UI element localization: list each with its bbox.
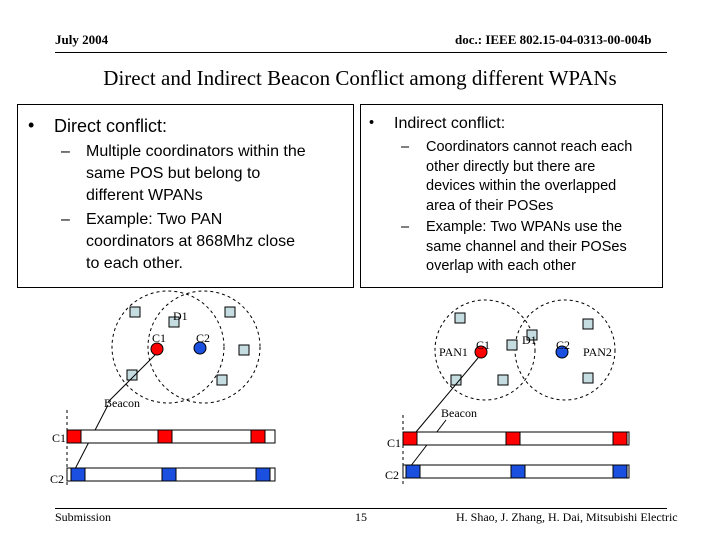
- beacon-pointer: [107, 354, 156, 403]
- indirect-conflict-box: • Indirect conflict: – Coordinators cann…: [360, 104, 663, 288]
- timeline-label-c2: C2: [385, 468, 400, 482]
- text-line: coordinators at 868Mhz close: [86, 233, 295, 250]
- left-item-2-dash: –: [61, 211, 70, 228]
- beacon-slot-c1: [157, 429, 173, 444]
- beacon-slot-c1: [66, 429, 82, 444]
- device-node: [238, 344, 250, 356]
- text-line: Example: Two PAN: [86, 211, 223, 228]
- footer-submission: Submission: [55, 510, 112, 524]
- header-doc-id: doc.: IEEE 802.15-04-0313-00-004b: [455, 32, 652, 47]
- left-item-2: Example: Two PAN coordinators at 868Mhz …: [86, 209, 295, 275]
- text-line: Multiple coordinators within the: [86, 143, 306, 160]
- coverage-circle-pan1: [434, 299, 536, 401]
- beacon-slot-c2: [612, 464, 628, 479]
- text-line: area of their POSes: [426, 197, 554, 214]
- label-c2: C2: [556, 338, 571, 352]
- device-node: [506, 339, 518, 351]
- text-line: same channel and their POSes: [426, 238, 627, 255]
- text-line: same POS but belong to: [86, 165, 261, 182]
- left-heading: Direct conflict:: [54, 116, 168, 136]
- text-line: different WPANs: [86, 187, 203, 204]
- header-rule: [55, 52, 667, 53]
- beacon-slot-c1: [612, 431, 628, 446]
- coverage-circle-c2: [147, 290, 261, 404]
- slide-title: Direct and Indirect Beacon Conflict amon…: [103, 66, 617, 90]
- coverage-circle-c1: [111, 290, 225, 404]
- beacon-pointer: [415, 357, 479, 433]
- label-d1: D1: [173, 309, 188, 323]
- beacon-slot-c1: [505, 431, 521, 446]
- beacon-slot-c2: [405, 464, 421, 479]
- right-item-2: Example: Two WPANs use the same channel …: [426, 218, 627, 277]
- footer-authors: H. Shao, J. Zhang, H. Dai, Mitsubishi El…: [456, 510, 678, 524]
- label-beacon: Beacon: [441, 406, 477, 420]
- beacon-slot-c1: [402, 431, 418, 446]
- beacon-slot-c2: [70, 467, 86, 482]
- coordinator-c1: [474, 345, 488, 359]
- text-line: devices within the overlapped: [426, 178, 617, 194]
- beacon-slot-c2: [510, 464, 526, 479]
- header-date: July 2004: [55, 32, 109, 47]
- timeline-label-c1: C1: [52, 431, 67, 445]
- device-node: [224, 306, 236, 318]
- label-pan2: PAN2: [583, 345, 612, 359]
- left-bullet: •: [28, 115, 35, 135]
- device-node: [129, 306, 141, 318]
- coordinator-c2: [555, 345, 569, 359]
- page-number: 15: [355, 510, 367, 524]
- right-item-2-dash: –: [401, 219, 410, 235]
- right-bullet: •: [369, 115, 375, 131]
- label-d1: D1: [522, 333, 537, 347]
- device-node: [454, 312, 466, 324]
- device-node: [497, 374, 509, 386]
- device-node: [582, 372, 594, 384]
- direct-conflict-box: • Direct conflict: – Multiple coordinato…: [17, 104, 354, 288]
- device-node-d1: [168, 316, 180, 328]
- label-c1: C1: [152, 331, 167, 345]
- right-item-1-dash: –: [401, 139, 410, 155]
- coordinator-c1: [150, 342, 164, 356]
- right-heading: Indirect conflict:: [394, 115, 506, 132]
- device-node: [216, 374, 228, 386]
- footer-rule: [55, 508, 667, 509]
- coordinator-c2: [193, 341, 207, 355]
- right-item-1: Coordinators cannot reach each other dir…: [426, 138, 632, 216]
- timeline-label-c1: C1: [387, 436, 402, 450]
- device-node-d1: [526, 329, 538, 341]
- left-item-1: Multiple coordinators within the same PO…: [86, 141, 306, 207]
- text-line: Example: Two WPANs use the: [426, 219, 623, 235]
- text-line: overlap with each other: [426, 258, 576, 274]
- label-beacon: Beacon: [104, 396, 140, 410]
- text-line: to each other.: [86, 255, 183, 272]
- text-line: Coordinators cannot reach each: [426, 139, 633, 155]
- label-c2: C2: [196, 331, 211, 345]
- timeline-label-c2: C2: [50, 472, 65, 486]
- beacon-slot-c2: [255, 467, 271, 482]
- device-node: [582, 318, 594, 330]
- left-item-1-dash: –: [61, 143, 70, 160]
- beacon-slot-c2: [161, 467, 177, 482]
- device-node: [126, 369, 138, 381]
- beacon-slot-c1: [250, 429, 266, 444]
- text-line: other directly but there are: [426, 158, 596, 175]
- label-c1: C1: [476, 338, 491, 352]
- label-pan1: PAN1: [439, 345, 468, 359]
